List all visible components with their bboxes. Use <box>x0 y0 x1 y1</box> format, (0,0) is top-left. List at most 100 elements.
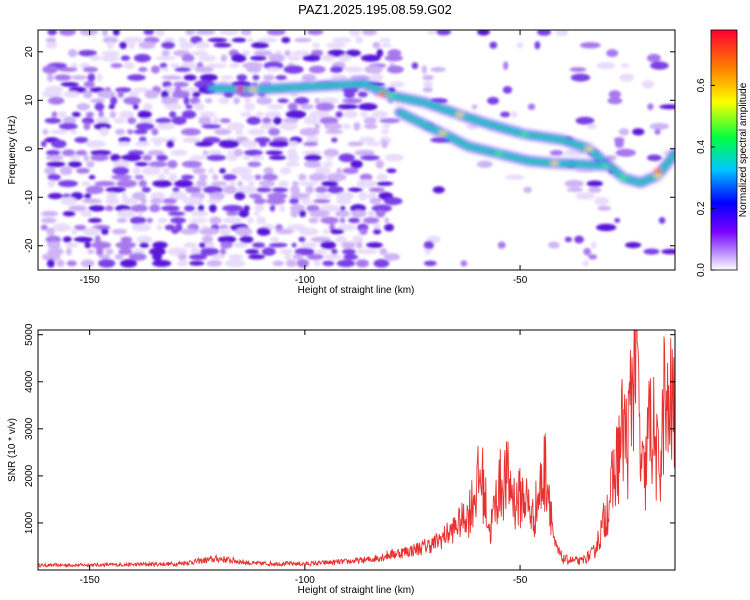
noise-blob <box>211 181 228 186</box>
noise-blob <box>252 242 266 248</box>
noise-blob <box>209 216 222 225</box>
noise-blob <box>343 254 359 260</box>
noise-blob <box>178 37 187 43</box>
ridge-hotspot <box>494 151 503 156</box>
noise-blob <box>549 150 564 156</box>
noise-blob <box>267 104 284 110</box>
noise-blob <box>268 53 285 63</box>
noise-blob <box>240 173 254 181</box>
noise-blob <box>232 242 248 248</box>
noise-blob <box>202 150 209 156</box>
noise-blob <box>358 191 368 201</box>
noise-blob <box>242 155 251 160</box>
colorbar-tick-label: 0.6 <box>696 78 707 92</box>
noise-blob <box>207 167 215 174</box>
noise-blob <box>294 37 312 43</box>
noise-blob <box>119 41 128 49</box>
noise-blob <box>68 205 87 212</box>
noise-blob <box>258 180 275 188</box>
noise-blob <box>133 103 139 110</box>
x-tick-label: -100 <box>295 575 315 586</box>
colorbar-tick-label: 0.4 <box>696 140 707 154</box>
noise-blob <box>355 36 364 44</box>
ridge-hotspot <box>520 132 529 137</box>
noise-blob <box>615 148 636 157</box>
noise-blob <box>372 41 381 49</box>
noise-blob <box>300 242 318 248</box>
noise-blob <box>309 210 330 218</box>
noise-blob <box>285 259 297 267</box>
noise-blob <box>649 122 670 130</box>
noise-blob <box>327 49 346 57</box>
noise-blob <box>254 174 262 181</box>
x-tick-label: -100 <box>295 275 315 286</box>
noise-blob <box>87 73 96 82</box>
noise-blob <box>182 197 204 206</box>
noise-blob <box>47 179 56 188</box>
noise-blob <box>79 30 98 36</box>
noise-blob <box>185 30 195 36</box>
noise-blob <box>279 248 293 255</box>
noise-blob <box>149 247 166 256</box>
noise-blob <box>516 42 524 49</box>
noise-blob <box>281 36 291 44</box>
noise-blob <box>42 65 58 74</box>
noise-blob <box>351 209 367 218</box>
noise-blob <box>337 103 358 110</box>
noise-blob <box>161 41 176 49</box>
noise-blob <box>268 155 287 161</box>
noise-blob <box>347 187 363 193</box>
noise-blob <box>299 127 320 137</box>
noise-blob <box>423 260 437 267</box>
noise-blob <box>323 161 333 168</box>
noise-blob <box>81 117 95 125</box>
spectrogram-ylabel: Frequency (Hz) <box>7 116 18 185</box>
noise-blob <box>153 141 162 147</box>
noise-blob <box>566 187 584 193</box>
noise-blob <box>579 42 601 49</box>
y-tick-label: 3000 <box>24 417 35 440</box>
x-tick-label: -50 <box>513 275 528 286</box>
noise-blob <box>222 185 237 194</box>
noise-blob <box>179 41 194 49</box>
noise-blob <box>173 81 189 88</box>
noise-blob <box>44 117 62 124</box>
noise-blob <box>563 149 585 157</box>
noise-blob <box>83 81 95 88</box>
noise-blob <box>284 161 301 167</box>
y-tick-label: 20 <box>24 46 35 58</box>
noise-blob <box>327 186 344 194</box>
noise-blob <box>208 204 217 213</box>
noise-blob <box>298 236 306 243</box>
noise-blob <box>206 260 223 267</box>
noise-blob <box>251 41 269 49</box>
noise-blob <box>411 62 419 70</box>
noise-blob <box>128 41 135 50</box>
noise-blob <box>313 198 331 204</box>
noise-blob <box>273 116 282 125</box>
noise-blob <box>341 241 356 249</box>
noise-blob <box>137 211 144 217</box>
noise-blob <box>147 149 165 156</box>
noise-blob <box>120 154 142 162</box>
noise-blob <box>80 210 93 217</box>
colorbar-gradient <box>710 29 738 271</box>
noise-blob <box>155 30 165 37</box>
noise-blob <box>586 123 597 130</box>
noise-blob <box>309 110 330 119</box>
noise-blob <box>504 174 525 180</box>
noise-blob <box>61 149 76 157</box>
noise-blob <box>83 122 91 131</box>
noise-blob <box>284 253 292 261</box>
noise-blob <box>172 187 180 193</box>
spectrogram-frame <box>37 29 676 271</box>
noise-blob <box>42 129 49 135</box>
noise-blob <box>254 137 271 144</box>
noise-blob <box>303 141 319 147</box>
noise-blob <box>106 41 114 49</box>
noise-blob <box>233 149 244 157</box>
noise-blob <box>379 118 401 124</box>
noise-blob <box>148 161 168 168</box>
noise-blob <box>256 216 267 225</box>
